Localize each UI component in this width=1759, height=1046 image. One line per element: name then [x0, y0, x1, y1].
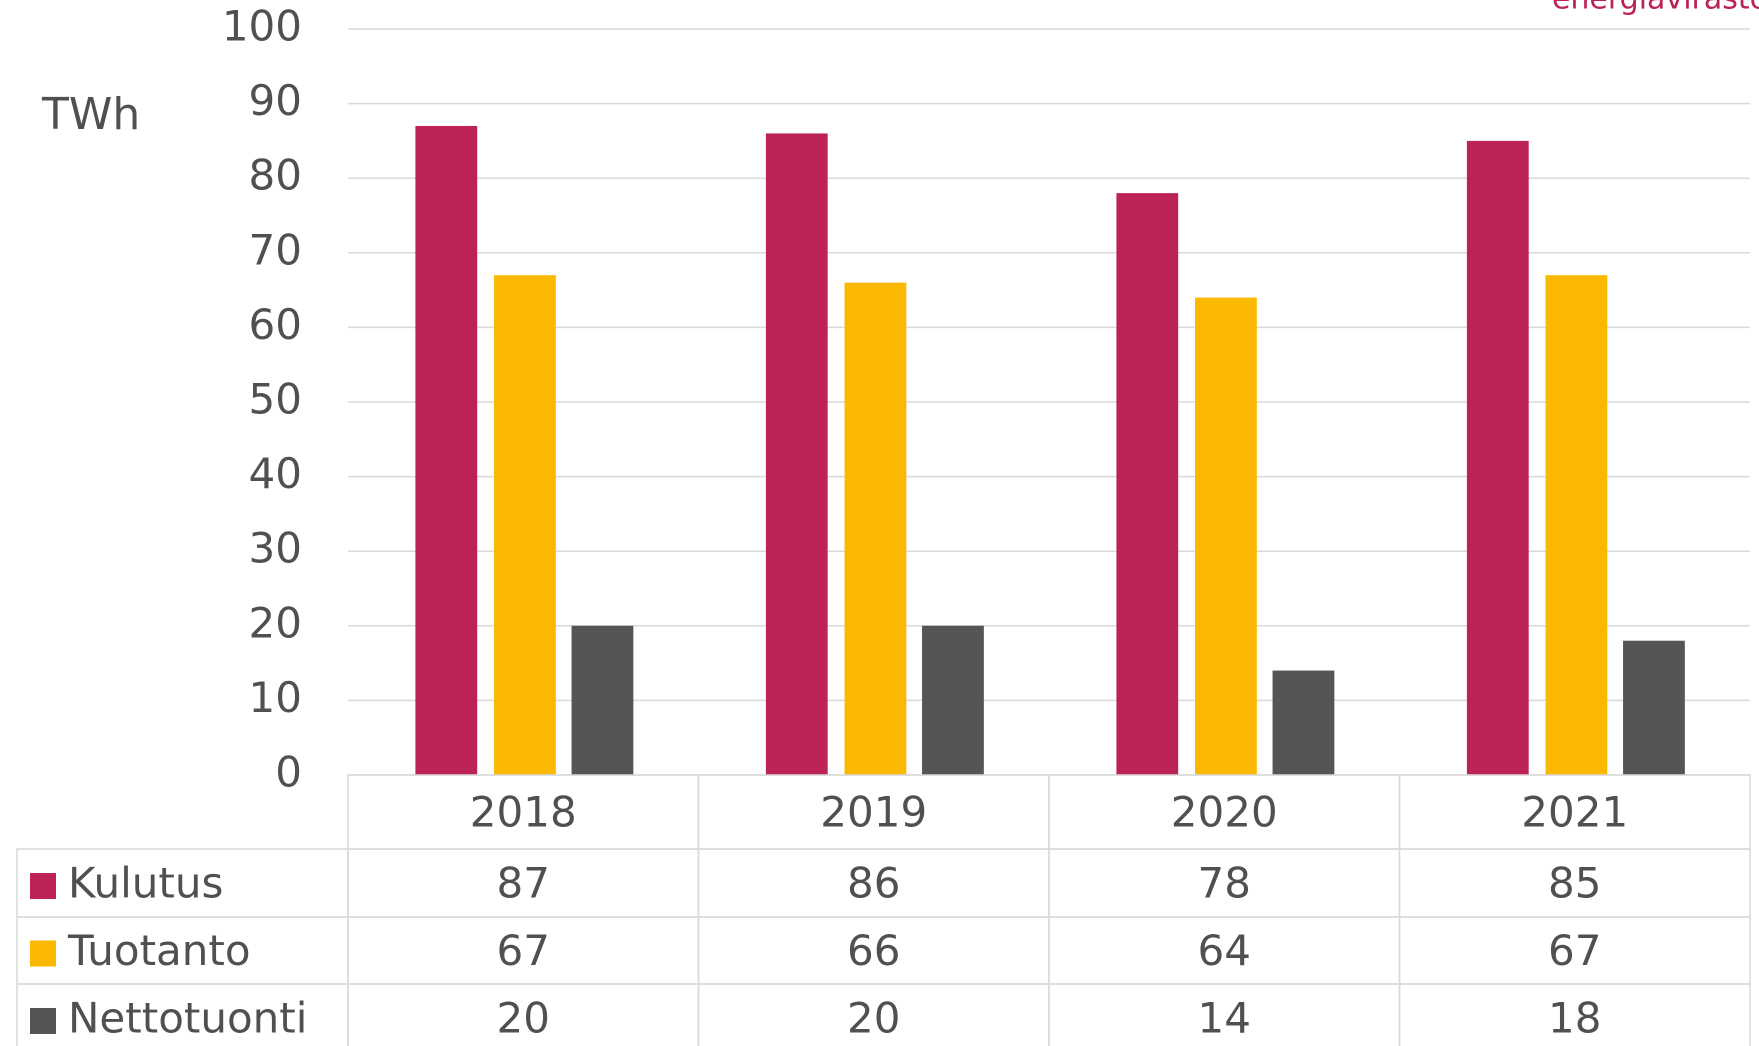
legend-label: Kulutus — [68, 859, 223, 908]
y-tick-label: 50 — [249, 375, 302, 424]
table-value: 20 — [497, 994, 550, 1043]
legend-label: Nettotuonti — [68, 994, 307, 1043]
y-axis-label: TWh — [41, 89, 140, 140]
table-value: 67 — [497, 926, 550, 975]
bar — [1466, 140, 1529, 775]
x-tick-label: 2020 — [1171, 788, 1278, 837]
table-value: 66 — [847, 926, 900, 975]
table-value: 87 — [497, 859, 550, 908]
y-tick-label: 10 — [249, 673, 302, 722]
y-tick-label: 40 — [249, 449, 302, 498]
x-tick-label: 2021 — [1521, 788, 1628, 837]
y-tick-label: 70 — [249, 225, 302, 274]
bar — [922, 625, 984, 775]
table-value: 14 — [1198, 994, 1251, 1043]
y-tick-label: 90 — [249, 76, 302, 125]
table-value: 78 — [1198, 859, 1251, 908]
bar — [415, 125, 478, 776]
bar — [844, 282, 907, 775]
bar — [1545, 275, 1608, 775]
bar — [571, 625, 634, 775]
legend-swatch — [30, 940, 56, 967]
bar — [1272, 670, 1335, 775]
table-value: 86 — [847, 859, 900, 908]
table-value: 85 — [1548, 859, 1601, 908]
bar — [494, 275, 556, 775]
y-tick-label: 0 — [275, 748, 302, 797]
y-tick-label: 20 — [249, 598, 302, 647]
table-cell — [1398, 983, 1751, 1046]
table-value: 18 — [1548, 994, 1601, 1043]
legend-label: Tuotanto — [67, 926, 251, 975]
x-tick-label: 2018 — [470, 788, 577, 837]
table-value: 20 — [847, 994, 900, 1043]
table-value: 67 — [1548, 926, 1601, 975]
bar — [1116, 193, 1179, 775]
legend-swatch — [30, 1008, 56, 1034]
bar — [1623, 640, 1685, 775]
legend-swatch — [30, 873, 56, 899]
y-tick-label: 30 — [249, 524, 302, 573]
y-tick-label: 60 — [249, 300, 302, 349]
brand: energiavirasto — [1552, 0, 1759, 17]
bar — [765, 133, 828, 775]
table-value: 64 — [1198, 926, 1251, 975]
y-tick-label: 80 — [249, 151, 302, 200]
bar — [1195, 297, 1257, 775]
x-tick-label: 2019 — [820, 788, 927, 837]
y-tick-label: 100 — [222, 2, 302, 51]
